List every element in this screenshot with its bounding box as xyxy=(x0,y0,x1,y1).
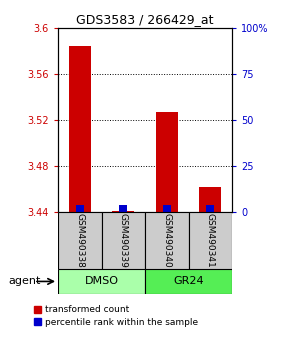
Text: DMSO: DMSO xyxy=(84,276,119,286)
Text: agent: agent xyxy=(9,276,41,286)
Text: GR24: GR24 xyxy=(173,276,204,286)
Bar xyxy=(188,212,232,269)
Text: GSM490340: GSM490340 xyxy=(162,213,171,268)
Bar xyxy=(69,46,90,212)
Title: GDS3583 / 266429_at: GDS3583 / 266429_at xyxy=(76,13,214,26)
Bar xyxy=(58,212,102,269)
Bar xyxy=(145,269,232,294)
Bar xyxy=(156,112,177,212)
Bar xyxy=(113,211,134,212)
Text: GSM490341: GSM490341 xyxy=(206,213,215,268)
Bar xyxy=(76,206,84,212)
Bar xyxy=(145,212,188,269)
Bar xyxy=(163,206,171,212)
Bar xyxy=(206,206,214,212)
Bar xyxy=(200,187,221,212)
Bar xyxy=(102,212,145,269)
Bar xyxy=(119,206,127,212)
Legend: transformed count, percentile rank within the sample: transformed count, percentile rank withi… xyxy=(34,306,198,327)
Text: GSM490338: GSM490338 xyxy=(75,213,84,268)
Text: GSM490339: GSM490339 xyxy=(119,213,128,268)
Bar xyxy=(58,269,145,294)
